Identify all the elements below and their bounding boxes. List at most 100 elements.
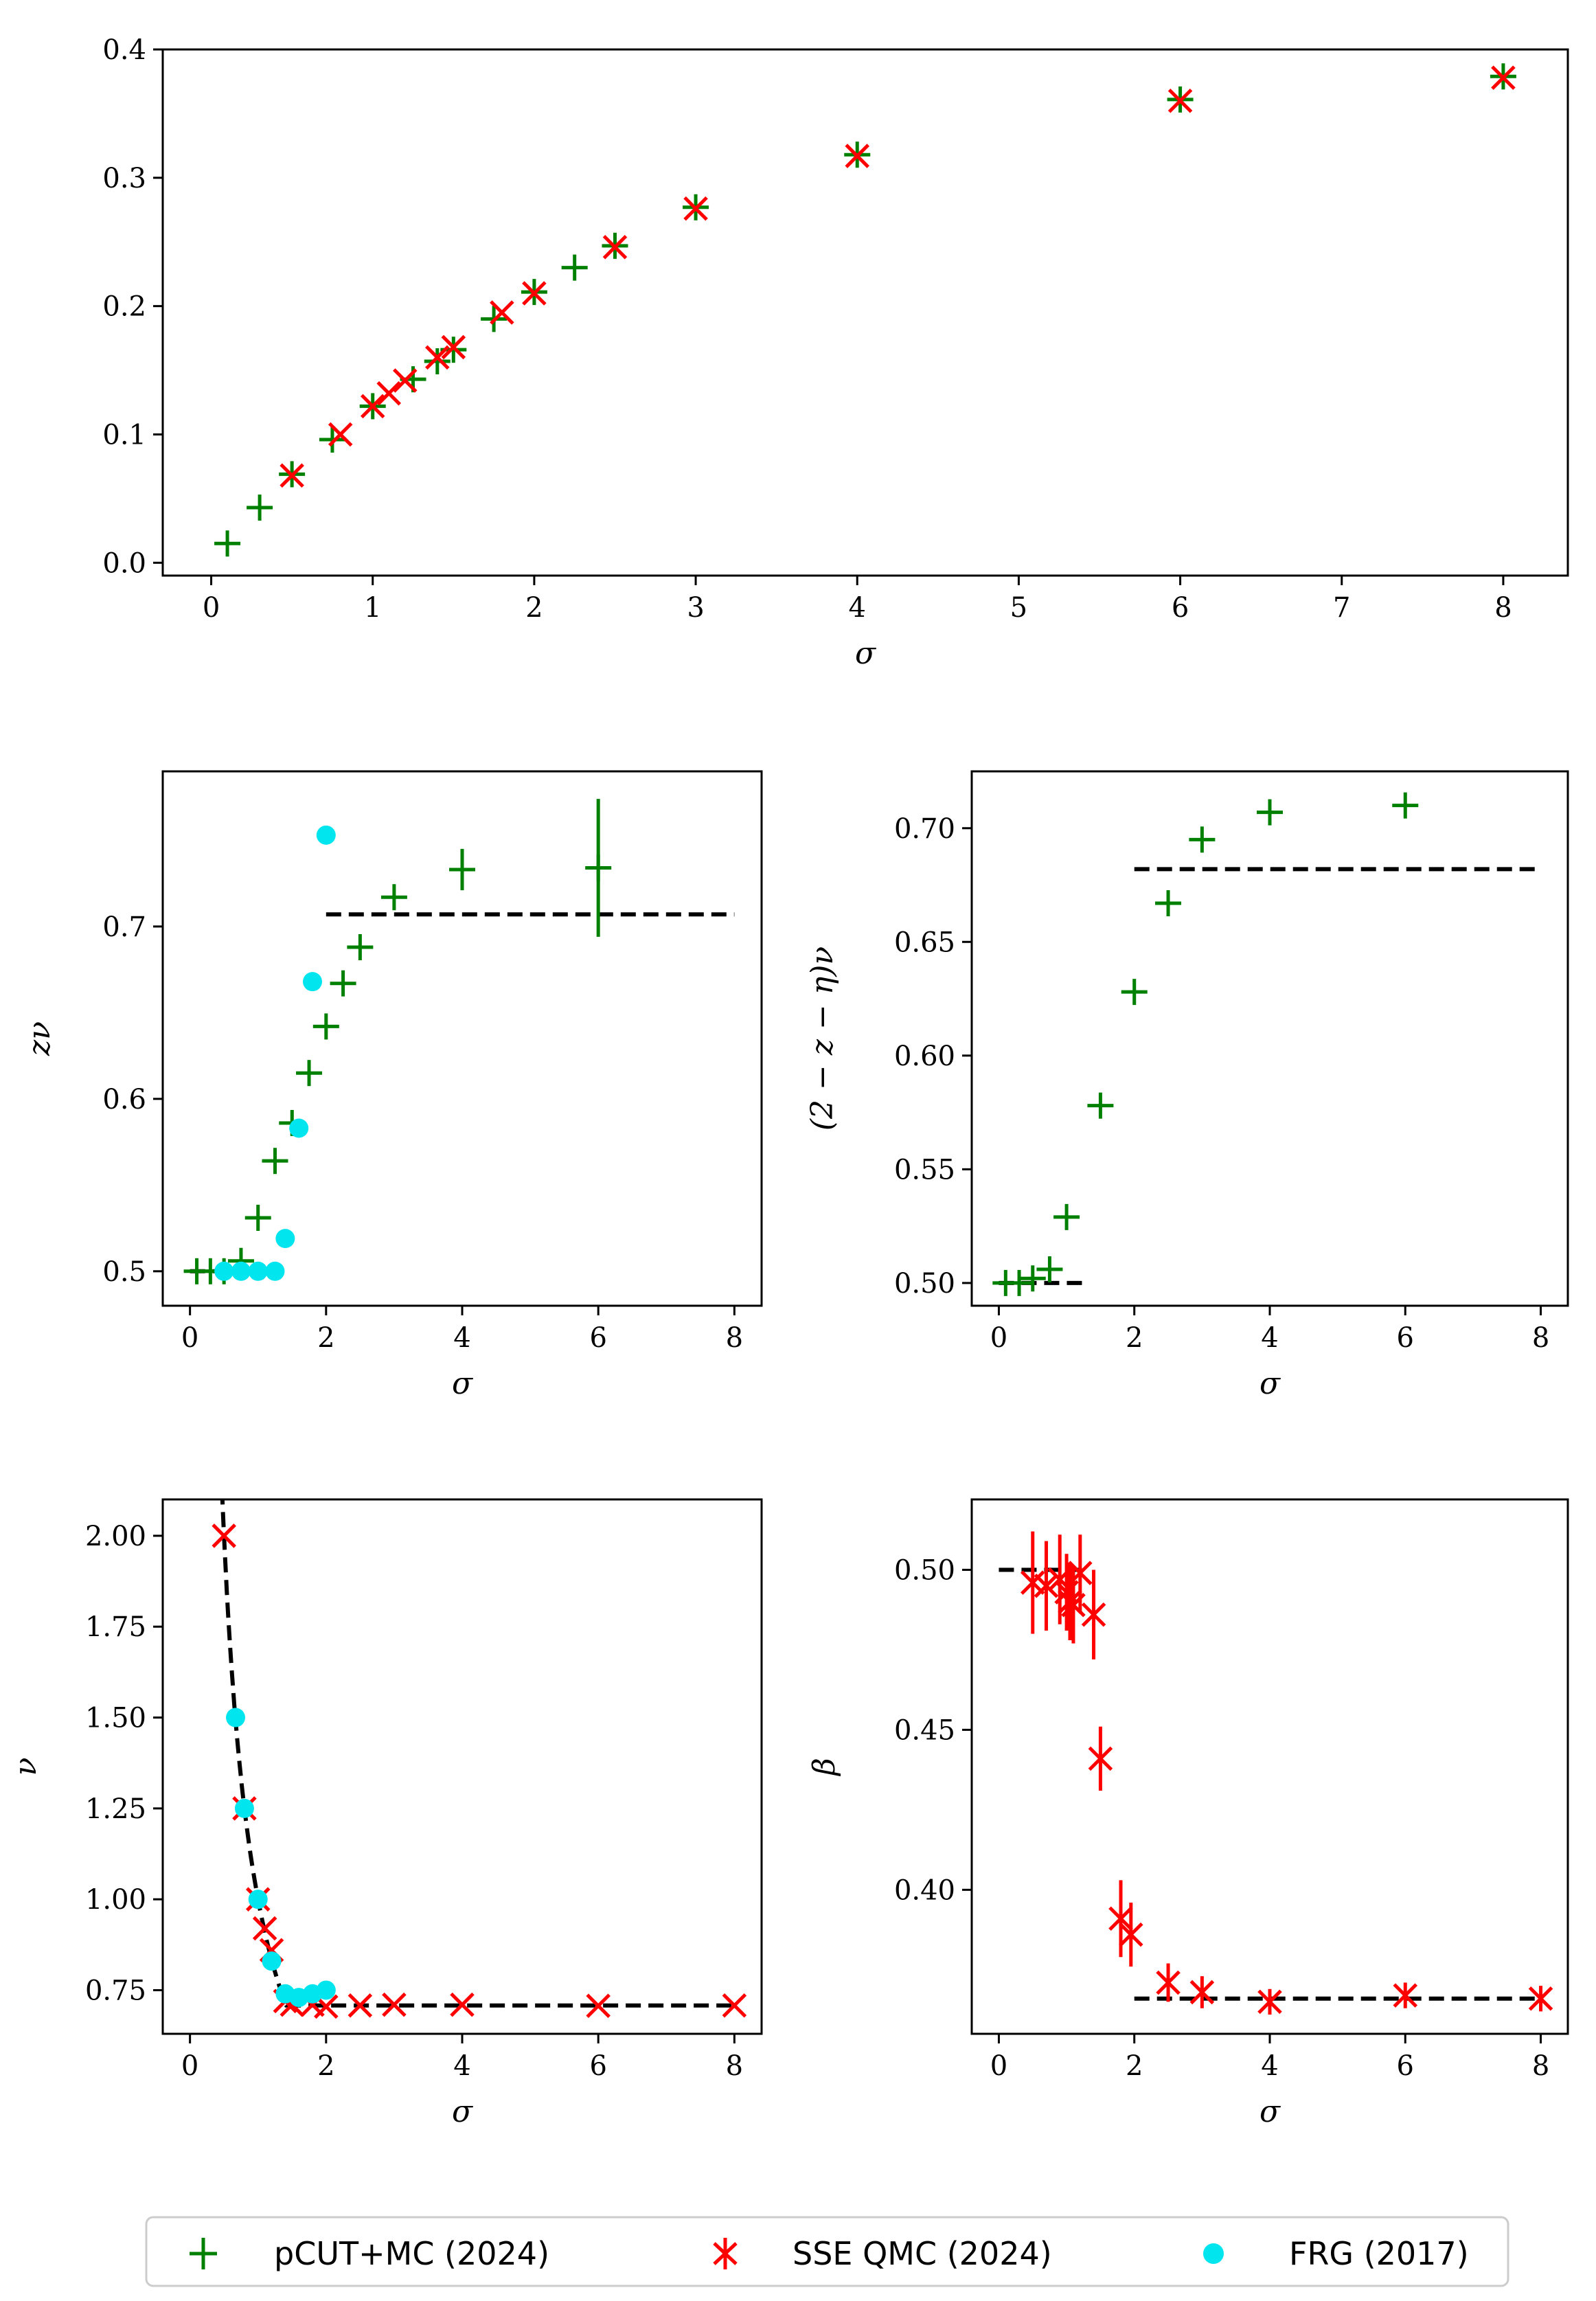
- data-point: [1167, 88, 1193, 113]
- y-axis-label: ν: [8, 1758, 43, 1776]
- data-point: [425, 345, 450, 370]
- data-point: [845, 144, 870, 168]
- data-point: [1068, 1561, 1093, 1585]
- x-tick-label: 4: [1261, 2050, 1278, 2082]
- y-tick-label: 0.2: [102, 291, 146, 323]
- y-tick-label: 2.00: [85, 1521, 146, 1552]
- data-point: [347, 1993, 373, 2018]
- data-point: [683, 196, 708, 221]
- x-tick-label: 8: [1532, 1322, 1549, 1354]
- x-tick-label: 2: [1126, 1322, 1143, 1354]
- data-point: [252, 1916, 277, 1941]
- series-sse-qmc-2024-: [212, 1523, 747, 2019]
- x-tick-label: 3: [687, 592, 704, 624]
- y-tick-label: 0.75: [85, 1975, 146, 2006]
- data-point: [312, 1013, 339, 1040]
- axes-frame: [161, 48, 1569, 577]
- data-point: [1006, 1269, 1033, 1296]
- series-sse-qmc-2024-: [280, 65, 1516, 488]
- data-point: [214, 530, 241, 557]
- panel-top: 0 1 2 3 4 5 6 7 8 0.0 0.1 0.2 0.3 0.4 σ: [102, 34, 1569, 671]
- data-point: [244, 1205, 271, 1232]
- x-tick-label: 6: [1397, 1322, 1414, 1354]
- x-tick-label: 0: [203, 592, 220, 624]
- y-tick-label: 0.6: [102, 1084, 146, 1115]
- y-tick-label: 0.55: [894, 1154, 955, 1186]
- x-tick-label: 4: [1261, 1322, 1278, 1354]
- data-point: [376, 381, 402, 406]
- legend-label-frg: FRG (2017): [1289, 2235, 1469, 2272]
- data-point: [319, 426, 345, 453]
- x-axis-label: σ: [1259, 1366, 1281, 1401]
- x-tick-label: 6: [1397, 2050, 1414, 2082]
- series-frg-2017-: [214, 825, 336, 1281]
- x-tick-label: 4: [453, 1322, 470, 1354]
- legend-marker-pcut: [190, 2238, 217, 2269]
- data-point: [586, 1993, 611, 2019]
- panel-beta: 0 2 4 6 8 0.40 0.45 0.50 σ β: [807, 1498, 1569, 2129]
- data-point: [289, 1118, 309, 1138]
- y-axis-label: zν: [22, 1021, 57, 1056]
- x-tick-label: 6: [589, 1322, 606, 1354]
- plot-area: [212, 1499, 747, 2019]
- data-point: [1034, 1574, 1059, 1598]
- data-point: [1155, 890, 1182, 917]
- data-point: [441, 335, 466, 360]
- y-tick-label: 1.75: [85, 1611, 146, 1643]
- data-point: [1019, 1265, 1046, 1292]
- data-point: [347, 933, 374, 960]
- data-point: [328, 422, 353, 447]
- reference-curve: [220, 1499, 735, 2008]
- plot-area: [183, 799, 735, 1284]
- x-tick-label: 1: [364, 592, 381, 624]
- y-tick-label: 0.4: [102, 34, 146, 66]
- y-tick-label: 0.0: [102, 547, 146, 579]
- legend: pCUT+MC (2024) SSE QMC (2024) FRG (2017): [145, 2216, 1509, 2287]
- y-tick-label: 0.40: [894, 1874, 955, 1906]
- data-point: [561, 254, 588, 281]
- data-point: [722, 1993, 747, 2018]
- x-tick-label: 6: [589, 2050, 606, 2082]
- data-point: [316, 825, 336, 845]
- axes-frame: [161, 770, 763, 1307]
- data-point: [1088, 1746, 1113, 1771]
- plot-area: [214, 63, 1516, 557]
- x-tick-label: 0: [181, 2050, 198, 2082]
- y-tick-label: 0.45: [894, 1714, 955, 1746]
- x-tick-label: 6: [1172, 592, 1189, 624]
- panel-znu: 0 2 4 6 8 0.5 0.6 0.7 σ zν: [22, 770, 763, 1401]
- series-pcut-mc-2024-: [992, 792, 1419, 1296]
- x-tick-label: 4: [849, 592, 866, 624]
- data-point: [303, 972, 322, 992]
- data-point: [265, 1261, 285, 1281]
- data-point: [585, 854, 612, 881]
- data-point: [1081, 1602, 1106, 1627]
- y-tick-label: 0.7: [102, 911, 146, 943]
- y-axis-label: (2 − z − η)ν: [805, 947, 840, 1131]
- data-point: [1257, 799, 1283, 826]
- axes-frame: [970, 1498, 1569, 2035]
- x-axis-label: σ: [452, 1366, 474, 1401]
- data-point: [280, 463, 304, 488]
- x-axis-label: σ: [1259, 2094, 1281, 2129]
- data-point: [1036, 1256, 1063, 1283]
- series-pcut-mc-2024-: [214, 63, 1516, 557]
- legend-marker-frg: [1203, 2243, 1224, 2264]
- legend-label-pcut: pCUT+MC (2024): [274, 2235, 549, 2272]
- y-tick-label: 0.3: [102, 163, 146, 194]
- data-point: [234, 1798, 254, 1818]
- y-tick-label: 1.25: [85, 1793, 146, 1825]
- data-point: [1189, 1980, 1215, 2005]
- legend-marker-sse: [713, 2238, 738, 2269]
- data-point: [1257, 1989, 1282, 2015]
- data-point: [231, 1261, 251, 1281]
- data-point: [380, 884, 407, 911]
- axes-frame: [161, 1498, 763, 2035]
- x-tick-label: 8: [726, 1322, 743, 1354]
- data-point: [262, 1148, 288, 1175]
- y-tick-label: 0.70: [894, 813, 955, 845]
- data-point: [330, 970, 356, 997]
- data-point: [262, 1951, 282, 1971]
- data-point: [449, 857, 475, 883]
